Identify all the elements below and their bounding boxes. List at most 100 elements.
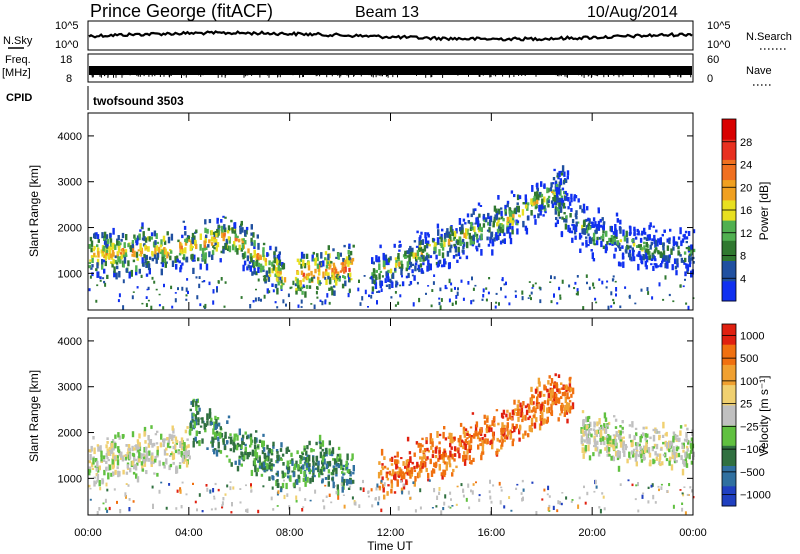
data-cell xyxy=(527,417,530,421)
data-cell xyxy=(437,260,440,267)
data-cell xyxy=(597,451,601,457)
colorbar-tick-label: 20 xyxy=(740,182,752,194)
data-cell xyxy=(419,456,422,460)
data-cell xyxy=(561,187,565,191)
data-cell xyxy=(586,206,589,211)
data-cell xyxy=(482,294,485,298)
data-cell xyxy=(247,454,250,458)
data-cell xyxy=(556,509,559,513)
data-cell xyxy=(180,451,183,457)
data-cell xyxy=(606,280,609,283)
data-cell xyxy=(441,252,445,259)
data-cell xyxy=(212,300,215,305)
data-cell xyxy=(95,467,98,472)
data-cell xyxy=(645,248,648,252)
data-cell xyxy=(297,285,300,289)
data-cell xyxy=(520,407,524,413)
data-cell xyxy=(341,283,345,289)
data-cell xyxy=(577,198,580,203)
data-cell xyxy=(390,488,393,494)
data-cell xyxy=(164,248,167,255)
data-cell xyxy=(465,497,468,502)
data-cell xyxy=(213,421,216,429)
data-cell xyxy=(371,504,374,508)
data-cell xyxy=(230,511,233,514)
data-cell xyxy=(251,271,254,276)
data-cell xyxy=(595,224,599,230)
data-cell xyxy=(520,405,524,408)
data-cell xyxy=(659,448,663,451)
data-cell xyxy=(541,412,544,419)
data-cell xyxy=(267,457,270,462)
data-cell xyxy=(641,494,644,499)
data-cell xyxy=(468,440,471,445)
data-cell xyxy=(419,448,422,453)
data-cell xyxy=(94,465,97,468)
data-cell xyxy=(560,405,563,411)
data-cell xyxy=(592,428,596,431)
data-cell xyxy=(215,419,218,426)
data-cell xyxy=(322,260,325,267)
data-cell xyxy=(480,249,483,256)
data-cell xyxy=(586,437,589,444)
data-cell xyxy=(147,236,150,241)
data-cell xyxy=(532,407,535,412)
data-cell xyxy=(619,439,623,443)
data-cell xyxy=(579,205,582,210)
data-cell xyxy=(658,458,661,462)
data-cell xyxy=(97,446,100,452)
data-cell xyxy=(276,482,280,488)
data-cell xyxy=(521,479,524,483)
data-cell xyxy=(664,440,667,447)
data-cell xyxy=(598,418,601,425)
data-cell xyxy=(394,262,398,268)
data-cell xyxy=(666,262,669,269)
data-cell xyxy=(674,265,678,270)
data-cell xyxy=(306,445,309,450)
data-cell xyxy=(121,434,125,439)
data-cell xyxy=(260,462,264,470)
data-cell xyxy=(211,250,215,256)
data-cell xyxy=(262,265,265,271)
data-cell xyxy=(668,254,671,259)
data-cell xyxy=(213,431,217,439)
data-cell xyxy=(409,458,412,463)
data-cell xyxy=(281,482,285,489)
data-cell xyxy=(543,196,546,203)
data-cell xyxy=(427,259,430,266)
data-cell xyxy=(461,227,464,235)
data-cell xyxy=(557,211,560,217)
data-cell xyxy=(612,298,615,302)
data-cell xyxy=(155,442,159,445)
data-cell xyxy=(603,423,606,428)
data-cell xyxy=(257,262,261,269)
data-cell xyxy=(347,469,350,473)
data-cell xyxy=(509,217,512,223)
data-cell xyxy=(143,243,146,247)
data-cell xyxy=(346,478,349,486)
data-cell xyxy=(131,240,135,244)
data-cell xyxy=(590,433,593,438)
data-cell xyxy=(462,455,465,462)
data-cell xyxy=(148,256,152,260)
data-cell xyxy=(535,183,539,188)
data-cell xyxy=(491,443,494,450)
data-cell xyxy=(215,238,218,246)
data-cell xyxy=(646,234,650,238)
data-cell xyxy=(589,428,593,431)
data-cell xyxy=(301,290,304,295)
data-cell xyxy=(287,449,291,452)
data-cell xyxy=(675,452,678,458)
data-cell xyxy=(90,240,94,247)
data-cell xyxy=(565,409,569,415)
data-cell xyxy=(280,276,283,280)
data-cell xyxy=(416,230,419,234)
data-cell xyxy=(175,507,178,510)
data-cell xyxy=(108,446,111,450)
data-cell xyxy=(637,509,640,513)
data-cell xyxy=(347,260,350,267)
data-cell xyxy=(411,247,414,252)
data-cell xyxy=(382,260,386,267)
data-cell xyxy=(419,246,423,252)
data-cell xyxy=(316,257,319,262)
